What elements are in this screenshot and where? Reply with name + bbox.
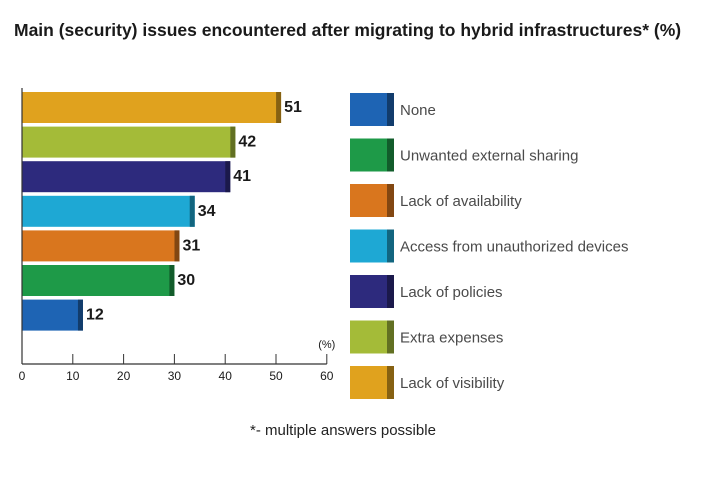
- legend-swatch: [350, 275, 394, 308]
- legend-swatch: [350, 229, 394, 263]
- legend-label: Lack of visibility: [400, 375, 505, 392]
- bar-4: [22, 230, 180, 262]
- bar-edge-1: [230, 126, 236, 158]
- x-ticks-group: 0 10 20 30 40 50 60: [19, 354, 334, 383]
- bar-6: [22, 299, 83, 331]
- legend-swatch-edge: [387, 184, 394, 217]
- legend-label: Extra expenses: [400, 330, 503, 347]
- bar-value-label: 12: [86, 307, 104, 324]
- legend-item: Lack of availability: [350, 184, 522, 217]
- x-unit-label: (%): [318, 339, 335, 351]
- legend-item: Lack of policies: [350, 275, 503, 308]
- legend-swatch: [350, 138, 394, 172]
- bar-1: [22, 126, 236, 158]
- legend-swatch-edge: [387, 229, 394, 263]
- bar-value-label: 31: [182, 237, 200, 254]
- bar-value-label: 51: [284, 99, 302, 116]
- x-tick-label: 10: [66, 369, 80, 383]
- x-tick-label: 40: [219, 369, 233, 383]
- bar-0: [22, 92, 282, 123]
- bar-edge-4: [174, 230, 180, 262]
- bar-edge-3: [189, 195, 195, 227]
- x-tick-label: 20: [117, 369, 131, 383]
- bar-edge-0: [276, 92, 282, 123]
- bars-group: 51 42 41 34 31 30 12: [22, 92, 302, 331]
- legend-swatch: [350, 184, 394, 217]
- bar-value-label: 34: [198, 203, 216, 220]
- legend-label: Lack of policies: [400, 284, 503, 301]
- legend-swatch-edge: [387, 366, 394, 399]
- bar-edge-6: [77, 299, 83, 331]
- legend-item: Access from unauthorized devices: [350, 229, 628, 263]
- legend-swatch-edge: [387, 275, 394, 308]
- bar-edge-2: [225, 161, 231, 193]
- chart-title: Main (security) issues encountered after…: [14, 20, 682, 40]
- legend-item: Extra expenses: [350, 320, 503, 354]
- bar-value-label: 41: [233, 168, 251, 185]
- legend-item: Lack of visibility: [350, 366, 505, 399]
- x-tick-label: 30: [168, 369, 182, 383]
- x-tick-label: 60: [320, 369, 334, 383]
- x-tick-label: 50: [269, 369, 283, 383]
- bar-2: [22, 161, 231, 193]
- legend-swatch-edge: [387, 93, 394, 126]
- legend-item: Unwanted external sharing: [350, 138, 578, 172]
- legend-item: None: [350, 93, 436, 126]
- legend-swatch: [350, 366, 394, 399]
- footnote: *- multiple answers possible: [250, 422, 436, 439]
- legend-label: Unwanted external sharing: [400, 148, 578, 165]
- legend: None Unwanted external sharing Lack of ava…: [350, 93, 628, 399]
- legend-label: Access from unauthorized devices: [400, 239, 628, 256]
- legend-swatch: [350, 93, 394, 126]
- legend-swatch-edge: [387, 138, 394, 172]
- x-tick-label: 0: [19, 369, 26, 383]
- legend-swatch: [350, 320, 394, 354]
- bar-3: [22, 195, 195, 227]
- bar-edge-5: [169, 265, 175, 296]
- bar-5: [22, 265, 175, 296]
- legend-label: None: [400, 102, 436, 119]
- legend-label: Lack of availability: [400, 193, 522, 210]
- bar-value-label: 42: [238, 134, 256, 151]
- bar-value-label: 30: [177, 272, 195, 289]
- legend-swatch-edge: [387, 320, 394, 354]
